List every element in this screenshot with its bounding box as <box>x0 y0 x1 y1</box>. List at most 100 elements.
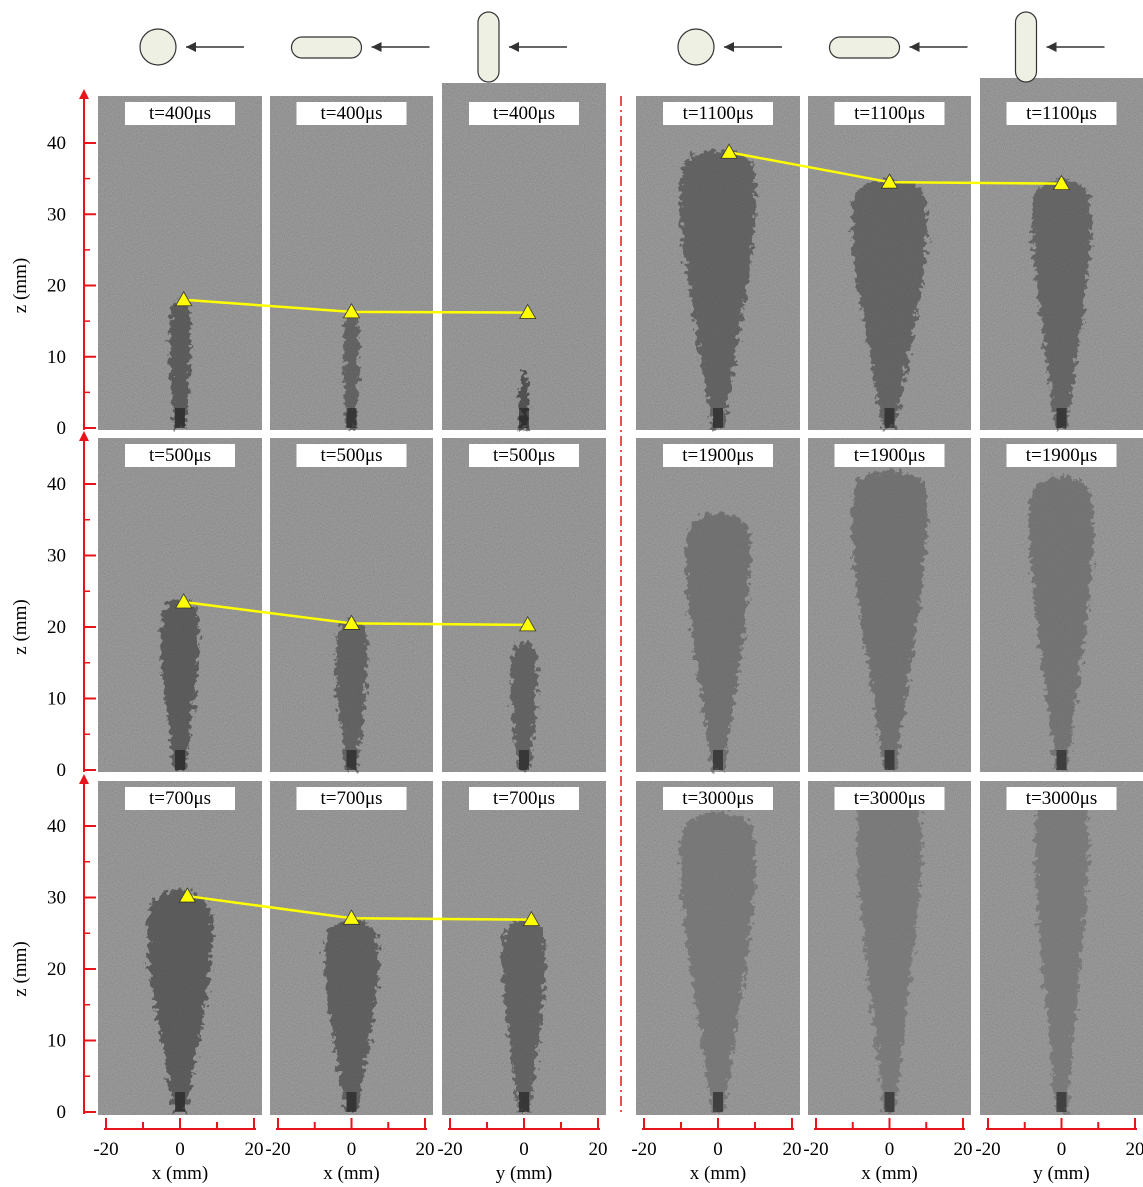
jet-plume <box>510 641 538 770</box>
tip-marker-triangle <box>519 303 537 319</box>
jet-plume <box>1029 476 1094 770</box>
time-label: t=500μs <box>149 445 211 466</box>
penetration-lines <box>175 143 1071 927</box>
z-tick-label: 10 <box>47 689 66 710</box>
x-tick-label: 0 <box>713 1139 723 1160</box>
time-label-box <box>1006 787 1117 810</box>
time-label-box <box>125 444 235 467</box>
x-tick-label: -20 <box>93 1139 118 1160</box>
z-tick-label: 10 <box>47 347 66 368</box>
z-axis-title: z (mm) <box>10 599 31 654</box>
tip-marker-triangle <box>342 909 361 925</box>
jet-core <box>175 750 185 770</box>
tip-marker-triangle <box>522 910 541 927</box>
x-tick-label: -20 <box>803 1139 828 1160</box>
nozzle-slot <box>290 36 363 59</box>
tip-marker-triangle <box>519 616 537 632</box>
time-label-box <box>469 787 579 810</box>
left-arrow-icon <box>724 42 734 52</box>
time-label-box <box>125 102 235 125</box>
jet-plume <box>324 918 379 1112</box>
x-tick-label: 20 <box>1126 1139 1143 1160</box>
nozzle-circle <box>139 28 177 66</box>
time-label: t=3000μs <box>682 788 754 809</box>
jet-core <box>884 408 895 428</box>
jet-core <box>346 408 357 428</box>
vertical-slot-nozzle-icon <box>1014 11 1105 83</box>
jet-core <box>175 1092 185 1112</box>
tip-marker-triangle <box>720 143 738 159</box>
time-label: t=700μs <box>493 788 555 809</box>
time-label-box <box>834 102 945 125</box>
circle-nozzle-icon <box>139 28 244 66</box>
nozzle-slot <box>828 36 901 59</box>
time-label: t=500μs <box>493 445 555 466</box>
nozzle-slot-vertical <box>1014 11 1038 83</box>
jet-plume <box>851 469 928 770</box>
tip-marker-triangle <box>175 290 193 307</box>
x-tick-label: 20 <box>245 1139 264 1160</box>
jet-plumes <box>147 150 1094 1112</box>
tip-marker-triangle <box>342 614 361 630</box>
left-arrow-icon <box>909 42 920 52</box>
jet-plume <box>1031 178 1092 428</box>
z-tick-label: 30 <box>47 204 66 225</box>
time-label-box <box>296 102 407 125</box>
time-label: t=1100μs <box>683 103 754 124</box>
time-label: t=500μs <box>320 445 382 466</box>
x-axis-title: y (mm) <box>496 1163 552 1184</box>
jet-plume <box>685 512 751 770</box>
time-label-box <box>1006 444 1117 467</box>
time-label-box <box>663 102 773 125</box>
time-label: t=3000μs <box>854 788 926 809</box>
x-tick-label: 20 <box>954 1139 973 1160</box>
time-label-box <box>469 102 579 125</box>
nozzle-circle <box>677 28 715 66</box>
jet-core <box>1056 1092 1067 1112</box>
x-tick-label: 20 <box>416 1139 435 1160</box>
x-tick-label: -20 <box>975 1139 1000 1160</box>
jet-plume <box>1034 790 1089 1112</box>
z-tick-label: 20 <box>47 617 66 638</box>
time-label-box <box>834 444 945 467</box>
time-label-box <box>663 444 773 467</box>
time-label: t=3000μs <box>1026 788 1098 809</box>
x-axis-title: x (mm) <box>152 1163 208 1184</box>
time-labels: t=400μs t=400μs t=400μs t=1100μs t=1100μs t=1… <box>125 102 1117 810</box>
horizontal-slot-nozzle-icon <box>828 36 968 59</box>
axes: 0 10 20 30 40 z (mm) 0 10 20 30 40 z (mm) 0 10 20 30 40 z… <box>10 89 1143 1184</box>
time-label: t=400μs <box>320 103 382 124</box>
jet-plume <box>160 598 200 770</box>
tip-marker-triangle <box>342 303 361 319</box>
jet-core <box>713 750 723 770</box>
z-tick-label: 20 <box>47 959 66 980</box>
jet-plume <box>857 790 922 1112</box>
x-tick-label: 20 <box>589 1139 608 1160</box>
jet-core <box>519 408 529 428</box>
time-label: t=1100μs <box>1026 103 1097 124</box>
jet-plume <box>343 314 360 428</box>
jet-plume <box>502 918 546 1112</box>
tip-marker-triangle <box>880 173 899 189</box>
time-label-box <box>663 787 773 810</box>
circle-nozzle-icon <box>677 28 782 66</box>
tip-marker-triangle <box>175 593 193 609</box>
jet-core <box>175 408 185 428</box>
time-label: t=700μs <box>149 788 211 809</box>
jet-plume <box>680 811 756 1112</box>
z-tick-label: 30 <box>47 546 66 567</box>
z-tick-label: 0 <box>57 1102 67 1123</box>
z-axis-title: z (mm) <box>10 941 31 996</box>
jet-core <box>519 1092 529 1112</box>
z-tick-label: 20 <box>47 276 66 297</box>
time-label: t=700μs <box>320 788 382 809</box>
time-label: t=1900μs <box>682 445 754 466</box>
nozzle-slot-vertical <box>477 11 500 83</box>
x-tick-label: 0 <box>1057 1139 1067 1160</box>
time-label-box <box>296 787 407 810</box>
left-arrow-icon <box>371 42 382 52</box>
time-label-box <box>469 444 579 467</box>
jet-plume <box>335 619 368 770</box>
